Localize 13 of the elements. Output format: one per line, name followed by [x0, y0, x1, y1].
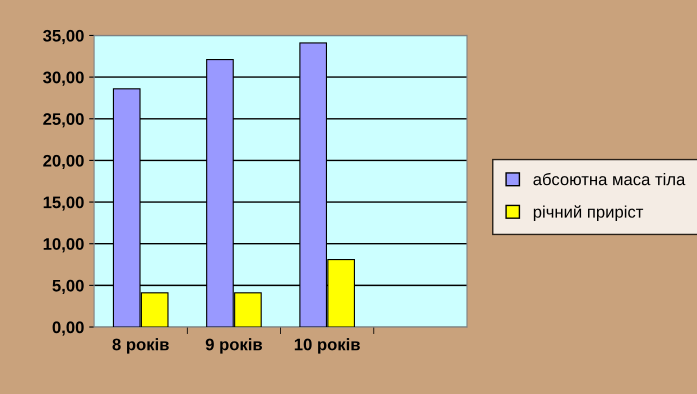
- y-tick-label: 10,00: [44, 238, 84, 252]
- x-tick-label: 8 років: [112, 338, 169, 354]
- y-tick-label: 30,00: [43, 72, 84, 86]
- y-tick-label: 35,00: [43, 30, 84, 44]
- y-tick-label: 0,00: [52, 321, 84, 336]
- y-tick-label: 15,00: [44, 196, 84, 211]
- x-tick-label: 10 років: [294, 338, 360, 354]
- legend-label: абсоютна маса тіла: [533, 172, 686, 186]
- y-tick-label: 25,00: [43, 113, 84, 128]
- x-tick-label: 9 років: [206, 338, 262, 354]
- y-tick-label: 5,00: [52, 280, 84, 294]
- y-tick-label: 20,00: [43, 154, 84, 170]
- legend-label: річний приріст: [534, 205, 644, 222]
